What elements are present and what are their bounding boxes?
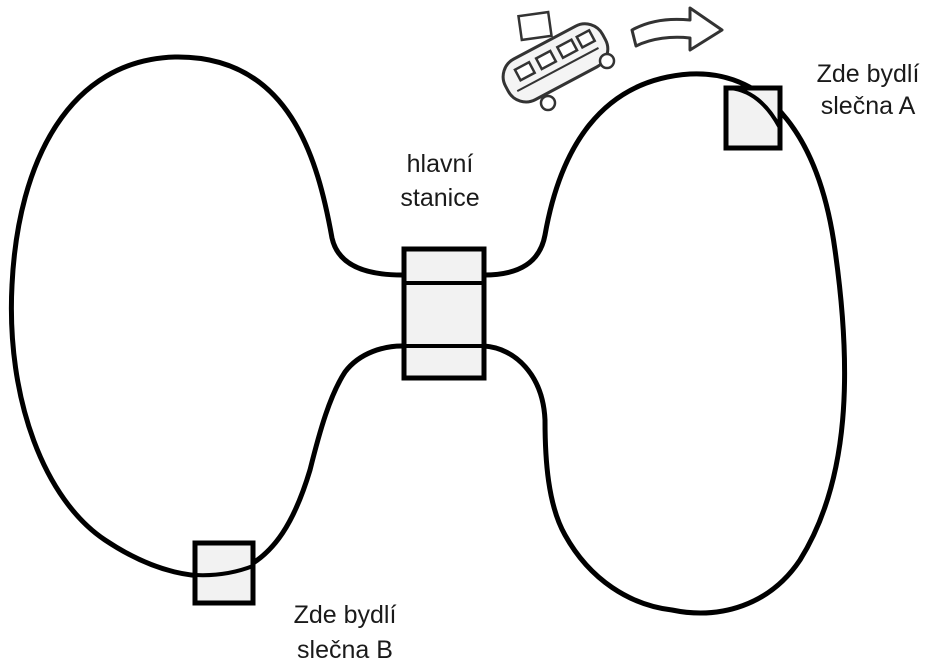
main-station-box [401, 246, 487, 381]
direction-arrow-icon [630, 6, 724, 52]
stop-b-label-line1: Zde bydlí [294, 601, 397, 629]
bus-icon [501, 10, 616, 112]
stop-a-label-line1: Zde bydlí [817, 60, 920, 88]
station-label-line1: hlavní [407, 150, 474, 178]
stop-b-track-segment [194, 564, 254, 578]
station-label-line2: stanice [400, 184, 479, 212]
stop-a-label-line2: slečna A [821, 92, 916, 120]
stop-b-label-line2: slečna B [297, 636, 393, 664]
left-loop-track [8, 54, 405, 579]
stop-a-track-segment [725, 86, 782, 129]
right-loop-track [481, 71, 848, 616]
